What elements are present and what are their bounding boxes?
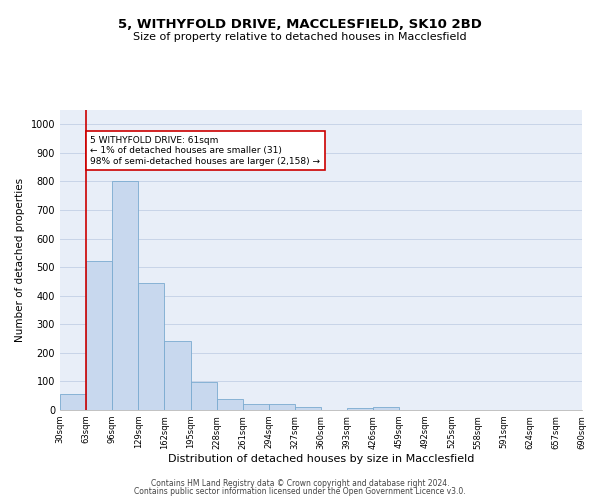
Bar xyxy=(60,394,86,410)
Text: Contains HM Land Registry data © Crown copyright and database right 2024.: Contains HM Land Registry data © Crown c… xyxy=(151,478,449,488)
Bar xyxy=(295,406,321,410)
Bar xyxy=(86,262,112,410)
Bar xyxy=(347,408,373,410)
Text: 5 WITHYFOLD DRIVE: 61sqm
← 1% of detached houses are smaller (31)
98% of semi-de: 5 WITHYFOLD DRIVE: 61sqm ← 1% of detache… xyxy=(90,136,320,166)
X-axis label: Distribution of detached houses by size in Macclesfield: Distribution of detached houses by size … xyxy=(168,454,474,464)
Text: 5, WITHYFOLD DRIVE, MACCLESFIELD, SK10 2BD: 5, WITHYFOLD DRIVE, MACCLESFIELD, SK10 2… xyxy=(118,18,482,30)
Bar xyxy=(243,404,269,410)
Bar xyxy=(373,406,400,410)
Y-axis label: Number of detached properties: Number of detached properties xyxy=(15,178,25,342)
Text: Contains public sector information licensed under the Open Government Licence v3: Contains public sector information licen… xyxy=(134,487,466,496)
Bar xyxy=(164,342,191,410)
Bar xyxy=(269,404,295,410)
Text: Size of property relative to detached houses in Macclesfield: Size of property relative to detached ho… xyxy=(133,32,467,42)
Bar xyxy=(139,283,164,410)
Bar xyxy=(217,399,242,410)
Bar xyxy=(112,182,138,410)
Bar xyxy=(191,382,217,410)
